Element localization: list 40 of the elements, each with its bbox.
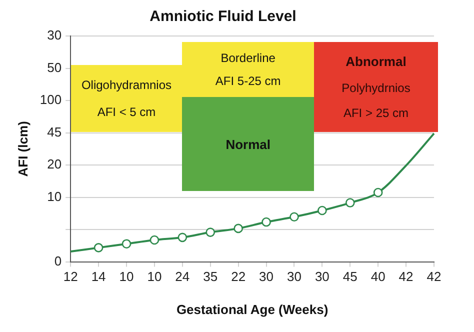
point <box>234 224 243 234</box>
annotation: Normal <box>226 136 270 152</box>
x-tick-label: 35 <box>203 269 218 284</box>
point <box>206 228 216 237</box>
x-tick-label: 24 <box>175 269 190 284</box>
oligohydramnios-zone: Oligohydramnios AFI < 5 cm <box>70 65 182 132</box>
point <box>318 206 327 216</box>
text: 20 <box>47 156 62 172</box>
x-tick-label: 14 <box>91 269 106 284</box>
x-tick-label: 42 <box>426 269 442 284</box>
text: 0 <box>54 253 62 268</box>
point <box>345 198 355 208</box>
x-tick-label: 42 <box>398 269 414 284</box>
point <box>373 188 383 198</box>
x-tick-label: 45 <box>342 269 358 284</box>
y-axis-title: AFI (lcm) <box>15 121 30 177</box>
x-tick-label: 22 <box>231 269 246 284</box>
x-tick-label: 12 <box>63 269 78 284</box>
x-tick-label: 30 <box>314 269 330 284</box>
point <box>262 217 271 227</box>
x-tick-label: 30 <box>286 269 302 284</box>
x-tick-label: 30 <box>259 269 274 284</box>
text: 50 <box>47 60 62 75</box>
text: 10 <box>47 188 62 204</box>
normal-zone: Normal <box>182 97 314 191</box>
x-tick-label: 10 <box>119 269 134 284</box>
text: 45 <box>47 124 62 140</box>
borderline-zone: Borderline AFI 5-25 cm <box>182 42 314 98</box>
text: 100 <box>40 92 62 108</box>
x-tick-label: 40 <box>370 269 386 284</box>
text: 30 <box>47 28 62 43</box>
point <box>150 235 160 245</box>
polyhydramnios-zone: Abnormal Polyhydrnios AFI > 25 cm <box>314 42 438 132</box>
x-tick-label: 10 <box>147 269 162 284</box>
point <box>178 232 188 242</box>
chart-title: Amniotic Fluid Level <box>150 8 296 26</box>
point <box>290 212 299 222</box>
point <box>94 243 104 252</box>
x-axis-title: Gestational Age (Weeks) <box>176 302 328 317</box>
point <box>122 239 132 248</box>
